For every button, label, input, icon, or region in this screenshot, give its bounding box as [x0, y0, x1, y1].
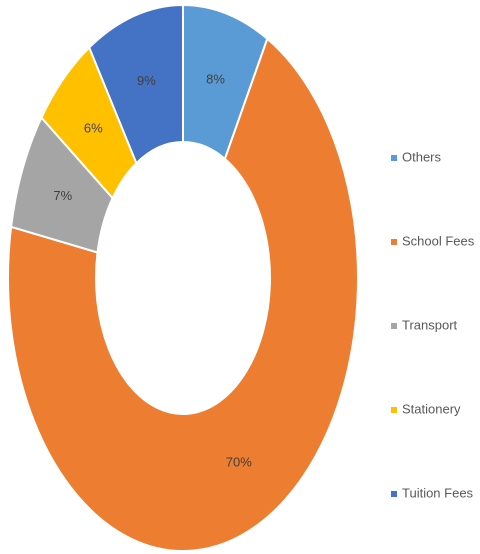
legend-marker [391, 407, 397, 413]
legend-label: School Fees [402, 233, 475, 248]
legend-label: Transport [402, 317, 458, 332]
data-label: 70% [226, 454, 252, 469]
data-label: 6% [84, 120, 103, 135]
data-label: 8% [206, 71, 225, 86]
donut-segment [7, 37, 359, 552]
legend-label: Stationery [402, 401, 461, 416]
legend-marker [391, 239, 397, 245]
legend-marker [391, 155, 397, 161]
legend-label: Others [402, 149, 442, 164]
data-label: 7% [53, 188, 72, 203]
data-label: 9% [137, 73, 156, 88]
legend-marker [391, 323, 397, 329]
legend-label: Tuition Fees [402, 485, 474, 500]
donut-segment [88, 3, 184, 165]
legend-marker [391, 491, 397, 497]
